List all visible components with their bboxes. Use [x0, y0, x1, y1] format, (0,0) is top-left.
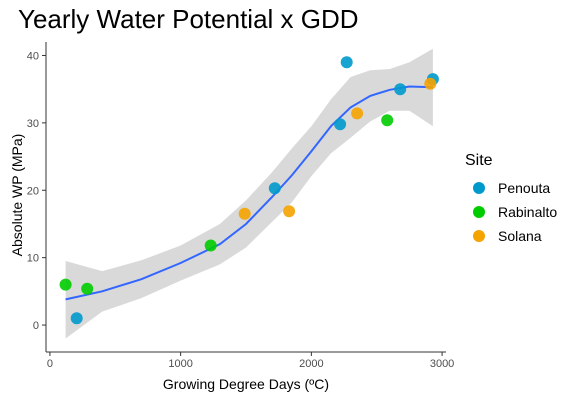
legend: Site Penouta Rabinalto Solana	[465, 152, 557, 244]
data-point-solana	[238, 207, 251, 220]
confidence-band	[65, 48, 433, 339]
data-point-penouta	[340, 56, 353, 69]
legend-marker-penouta	[473, 182, 485, 194]
x-tick-label: 3000	[430, 358, 454, 370]
x-axis-ticks: 0 1000 2000 3000	[47, 352, 454, 370]
data-point-rabinalto	[204, 239, 217, 252]
data-point-solana	[424, 77, 437, 90]
legend-items: Penouta Rabinalto Solana	[473, 180, 557, 244]
data-point-rabinalto	[381, 114, 394, 127]
data-point-penouta	[70, 312, 83, 325]
legend-marker-solana	[473, 230, 485, 242]
x-tick-label: 2000	[299, 358, 323, 370]
data-point-penouta	[334, 118, 347, 131]
y-tick-label: 30	[27, 118, 39, 130]
legend-title: Site	[465, 152, 493, 169]
data-points	[59, 56, 439, 325]
chart-title: Yearly Water Potential x GDD	[18, 4, 359, 34]
y-tick-label: 0	[33, 320, 39, 332]
data-point-rabinalto	[59, 278, 72, 291]
legend-marker-rabinalto	[473, 206, 485, 218]
y-tick-label: 20	[27, 185, 39, 197]
x-axis-title: Growing Degree Days (ºC)	[163, 376, 329, 392]
legend-label-rabinalto: Rabinalto	[498, 204, 557, 220]
x-tick-label: 1000	[168, 358, 192, 370]
x-tick-label: 0	[47, 358, 53, 370]
data-point-penouta	[268, 182, 281, 195]
data-point-solana	[351, 107, 364, 120]
axes: 0 1000 2000 3000 0 10 20 30 40	[27, 42, 454, 370]
smooth-fit-line	[65, 85, 433, 301]
legend-label-penouta: Penouta	[498, 180, 550, 196]
data-point-rabinalto	[81, 282, 94, 295]
y-tick-label: 10	[27, 253, 39, 265]
data-point-penouta	[394, 83, 407, 96]
data-point-solana	[283, 205, 296, 218]
legend-label-solana: Solana	[498, 228, 542, 244]
plot-area	[59, 48, 439, 339]
y-axis-ticks: 0 10 20 30 40	[27, 50, 46, 332]
y-axis-title: Absolute WP (MPa)	[9, 134, 25, 257]
y-tick-label: 40	[27, 50, 39, 62]
